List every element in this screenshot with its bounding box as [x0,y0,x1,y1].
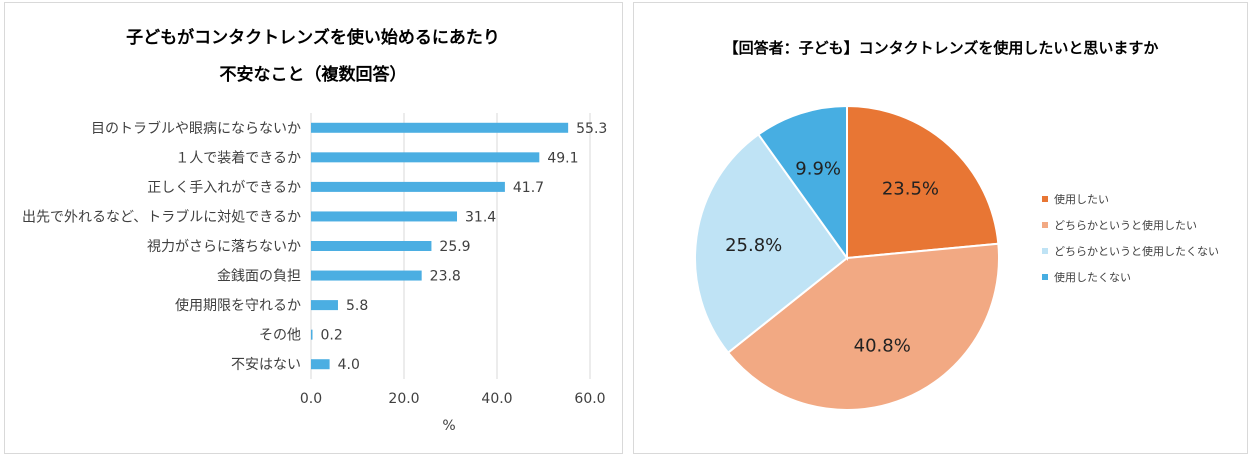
bar-value-label: 55.3 [576,121,607,137]
bar-chart-panel: 子どもがコンタクトレンズを使い始めるにあたり 不安なこと（複数回答） 目のトラブ… [4,2,623,454]
bar [311,122,569,133]
bar-chart-title-line2: 不安なこと（複数回答） [220,64,407,85]
x-tick-label: 20.0 [388,391,419,407]
category-label: １人で装着できるか [175,150,301,166]
pie-chart: 【回答者：子ども】コンタクトレンズを使用したいと思いますか 23.5% 40.8%… [694,39,1219,411]
pie-slice-label: 40.8% [854,335,911,356]
legend-swatch [1042,196,1048,202]
category-label: 金銭面の負担 [217,269,301,285]
category-label: 目のトラブルや眼病にならないか [91,120,301,137]
category-label: 出先で外れるなど、トラブルに対処できるか [22,208,301,225]
legend-label: 使用したくない [1054,271,1131,284]
bar-value-label: 41.7 [513,180,544,196]
bar [311,300,338,311]
bar-chart-title-line1: 子どもがコンタクトレンズを使い始めるにあたり [126,27,500,48]
bar [311,270,422,281]
category-label: 視力がさらに落ちないか [147,239,301,255]
bar-value-label: 23.8 [430,269,461,285]
bar [311,329,313,340]
legend-swatch [1042,274,1048,280]
pie-slice [726,242,1000,411]
x-tick-label: 60.0 [574,391,605,407]
bar [311,181,505,192]
pie-chart-panel: 【回答者：子ども】コンタクトレンズを使用したいと思いますか 23.5% 40.8%… [633,2,1248,454]
legend-label: 使用したい [1054,193,1109,206]
bar-chart: 子どもがコンタクトレンズを使い始めるにあたり 不安なこと（複数回答） 目のトラブ… [22,27,607,434]
category-label: 不安はない [231,357,301,373]
pie-slice [694,133,849,355]
pie-slice [757,104,848,262]
pie-chart-title: 【回答者：子ども】コンタクトレンズを使用したいと思いますか [724,39,1159,57]
bar [311,241,432,251]
bar-value-label: 5.8 [346,298,368,314]
legend-label: どちらかというと使用したい [1054,219,1197,232]
bar-value-label: 4.0 [338,357,360,373]
legend-swatch [1042,248,1048,254]
pie-slice-label: 23.5% [882,178,939,199]
bar-value-label: 31.4 [465,209,496,225]
x-axis-label: % [442,418,455,434]
x-tick-label: 0.0 [300,391,322,407]
bar-value-label: 49.1 [547,150,578,166]
bar [311,152,540,163]
legend-label: どちらかというと使用したくない [1054,245,1219,258]
category-label: その他 [259,328,301,344]
pie-slice [846,104,1000,260]
bar-value-label: 25.9 [439,239,470,255]
bar [311,211,458,222]
legend-swatch [1042,222,1048,228]
x-tick-label: 40.0 [481,391,512,407]
bar-value-label: 0.2 [321,328,343,344]
pie-slice-label: 25.8% [725,235,782,256]
category-label: 正しく手入れができるか [147,180,301,196]
bar [311,359,330,370]
pie-slice-label: 9.9% [795,158,841,179]
category-label: 使用期限を守れるか [175,297,301,314]
